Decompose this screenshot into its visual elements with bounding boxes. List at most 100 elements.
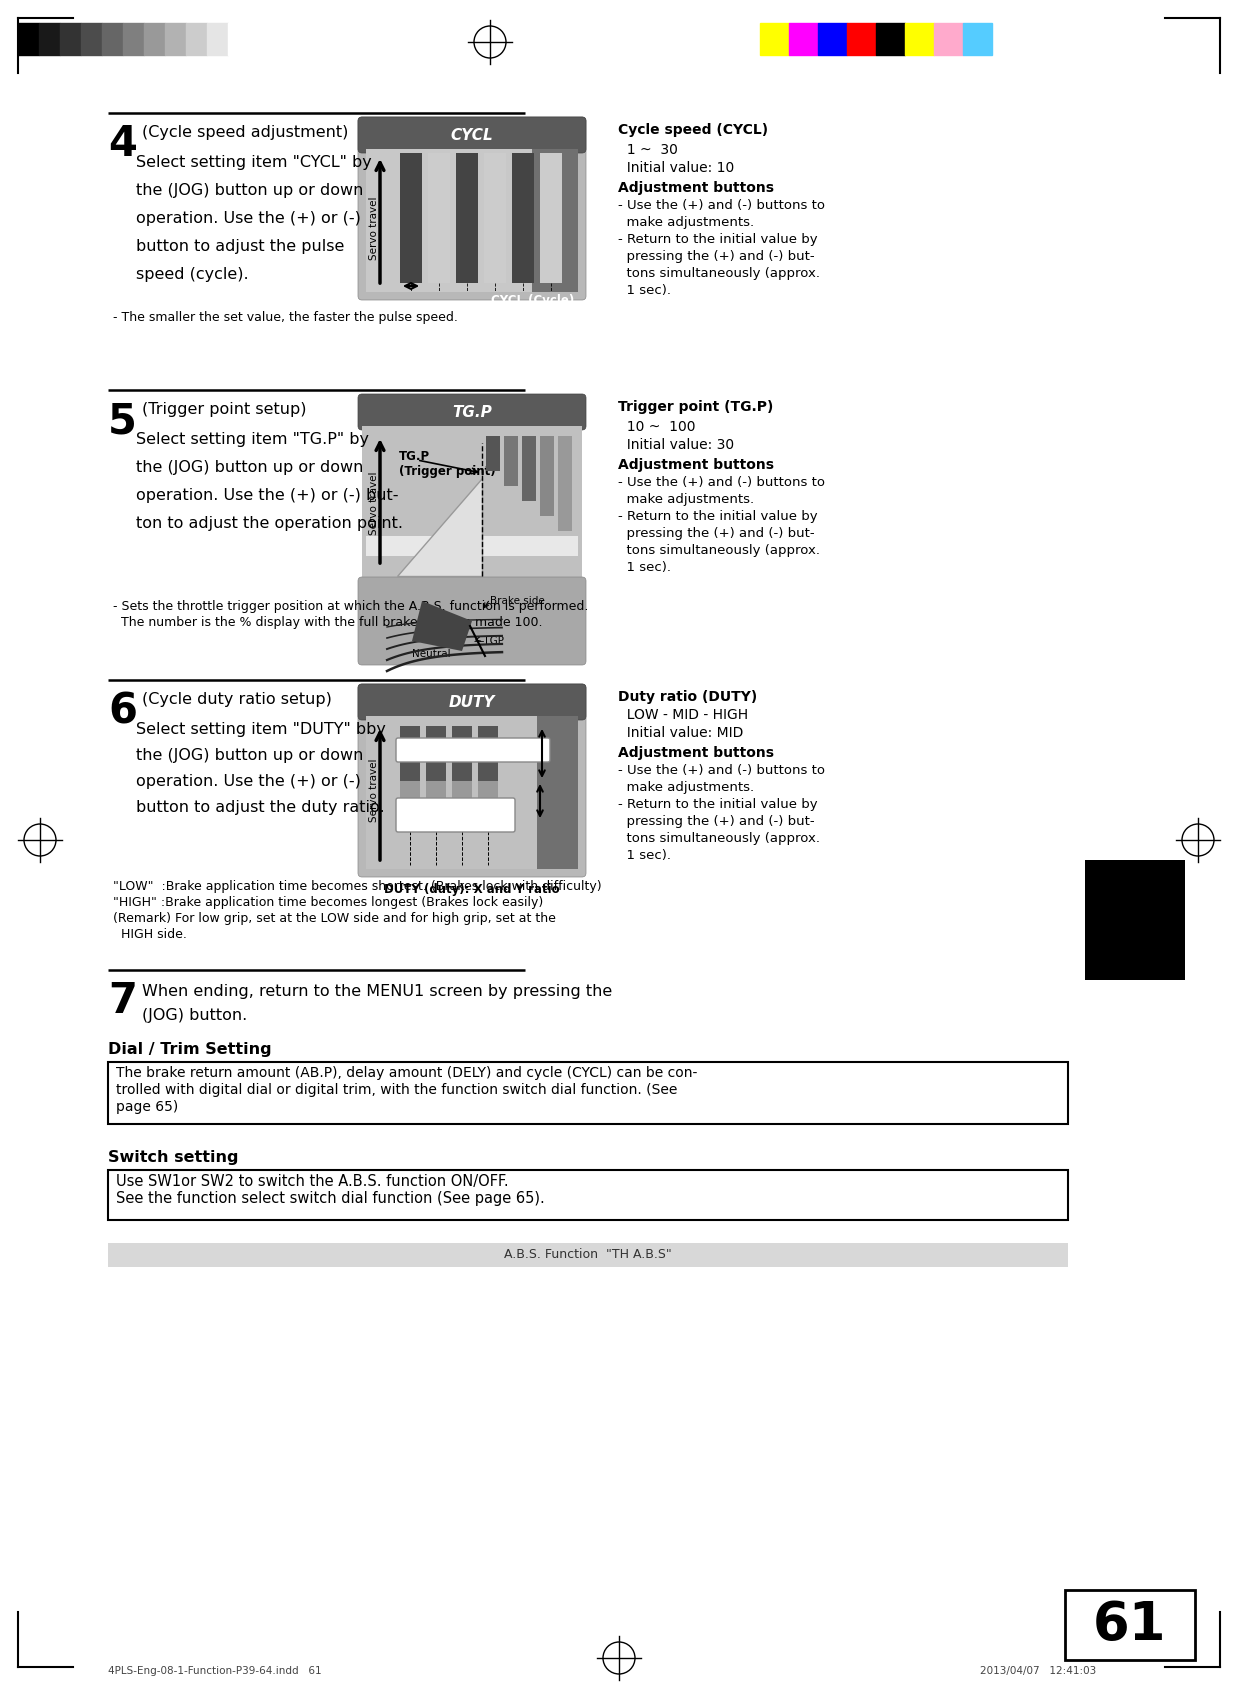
Bar (40, 24, 59, 56)
Text: - Sets the throttle trigger position at which the A.B.S. function is performed.: - Sets the throttle trigger position at … (113, 600, 588, 613)
Bar (428, 153, 449, 283)
Bar (513, 153, 534, 283)
Text: 1 ~  30: 1 ~ 30 (618, 143, 678, 157)
Bar (426, 726, 446, 782)
Text: ton to adjust the operation point.: ton to adjust the operation point. (136, 516, 404, 531)
Text: operation. Use the (+) or (-): operation. Use the (+) or (-) (136, 211, 360, 226)
Text: CYCL (Cycle): CYCL (Cycle) (490, 293, 574, 307)
FancyBboxPatch shape (358, 684, 586, 719)
Text: 2013/04/07   12:41:03: 2013/04/07 12:41:03 (980, 1666, 1097, 1677)
Text: speed (cycle).: speed (cycle). (136, 266, 249, 281)
Text: 4: 4 (108, 123, 137, 165)
Polygon shape (397, 479, 482, 576)
FancyBboxPatch shape (358, 116, 586, 153)
Text: button to adjust the pulse: button to adjust the pulse (136, 239, 344, 254)
Text: 6: 6 (108, 689, 137, 731)
Bar (522, 436, 536, 500)
Text: Dial / Trim Setting: Dial / Trim Setting (108, 1041, 271, 1056)
Bar (504, 436, 517, 485)
Bar (123, 24, 144, 56)
Bar (760, 24, 789, 56)
Bar (108, 1062, 1068, 1124)
Text: CYCL: CYCL (451, 128, 494, 143)
Text: 1 sec).: 1 sec). (618, 849, 671, 863)
Text: Use SW1or SW2 to switch the A.B.S. function ON/OFF.: Use SW1or SW2 to switch the A.B.S. funct… (116, 1174, 509, 1190)
Text: make adjustments.: make adjustments. (618, 494, 754, 506)
Text: - Use the (+) and (-) buttons to: - Use the (+) and (-) buttons to (618, 763, 825, 777)
Text: the (JOG) button up or down: the (JOG) button up or down (136, 748, 364, 763)
Text: tons simultaneously (approx.: tons simultaneously (approx. (618, 544, 820, 558)
Bar (818, 24, 847, 56)
Text: Select setting item "DUTY" bby: Select setting item "DUTY" bby (136, 721, 386, 736)
FancyBboxPatch shape (358, 394, 586, 430)
Text: Select setting item "CYCL" by: Select setting item "CYCL" by (136, 155, 371, 170)
Text: Select setting item "TG.P" by: Select setting item "TG.P" by (136, 431, 369, 447)
Bar (400, 153, 422, 283)
Text: "LOW"  :Brake application time becomes shortest. (Brakes lock with difficulty): "LOW" :Brake application time becomes sh… (113, 880, 602, 893)
Text: - The smaller the set value, the faster the pulse speed.: - The smaller the set value, the faster … (113, 312, 458, 324)
Text: (Remark) For low grip, set at the LOW side and for high grip, set at the: (Remark) For low grip, set at the LOW si… (113, 912, 556, 925)
Text: "HIGH" :Brake application time becomes longest (Brakes lock easily): "HIGH" :Brake application time becomes l… (113, 896, 543, 908)
Text: 61: 61 (1093, 1599, 1166, 1651)
Text: - Use the (+) and (-) buttons to: - Use the (+) and (-) buttons to (618, 199, 825, 212)
Text: 4PLS-Eng-08-1-Function-P39-64.indd   61: 4PLS-Eng-08-1-Function-P39-64.indd 61 (108, 1666, 322, 1677)
Text: Switch setting: Switch setting (108, 1149, 239, 1164)
Text: Adjustment buttons: Adjustment buttons (618, 458, 774, 472)
Text: pressing the (+) and (-) but-: pressing the (+) and (-) but- (618, 816, 815, 827)
Bar (540, 436, 553, 516)
Text: tons simultaneously (approx.: tons simultaneously (approx. (618, 266, 820, 280)
Bar (877, 24, 905, 56)
Text: Neutral: Neutral (412, 649, 451, 659)
Text: TG.P: TG.P (399, 450, 430, 463)
Text: 1 sec).: 1 sec). (618, 561, 671, 575)
Bar (1084, 859, 1185, 981)
Text: Initial value: MID: Initial value: MID (618, 726, 743, 740)
Text: The brake return amount (AB.P), delay amount (DELY) and cycle (CYCL) can be con-: The brake return amount (AB.P), delay am… (116, 1067, 697, 1080)
Text: HIGH side.: HIGH side. (113, 928, 187, 940)
Bar (59, 24, 80, 56)
Bar (1065, 1591, 1195, 1660)
Bar (963, 24, 992, 56)
Text: make adjustments.: make adjustments. (618, 782, 754, 794)
Text: operation. Use the (+) or (-) but-: operation. Use the (+) or (-) but- (136, 489, 399, 504)
Text: A.B.S. Function  "TH A.B.S": A.B.S. Function "TH A.B.S" (504, 1249, 672, 1260)
Text: tons simultaneously (approx.: tons simultaneously (approx. (618, 832, 820, 844)
Bar (905, 24, 933, 56)
Bar (847, 24, 877, 56)
Bar (400, 782, 420, 821)
Bar (532, 148, 578, 292)
Text: DUTY (duty): X and Y ratio: DUTY (duty): X and Y ratio (384, 883, 560, 896)
Text: Adjustment buttons: Adjustment buttons (618, 746, 774, 760)
Bar (452, 782, 472, 821)
Bar (426, 782, 446, 821)
Bar (478, 726, 498, 782)
Bar (537, 716, 578, 869)
Bar (400, 726, 420, 782)
Text: page 65): page 65) (116, 1100, 178, 1114)
Text: Cycle speed (CYCL): Cycle speed (CYCL) (618, 123, 768, 136)
Text: (Cycle speed adjustment): (Cycle speed adjustment) (142, 125, 348, 140)
Bar (366, 148, 578, 292)
Text: (Trigger point setup): (Trigger point setup) (142, 403, 307, 416)
Text: (Trigger point): (Trigger point) (399, 465, 495, 479)
Text: make adjustments.: make adjustments. (618, 216, 754, 229)
Text: Adjustment buttons: Adjustment buttons (618, 180, 774, 195)
Polygon shape (412, 602, 472, 650)
Bar (361, 426, 582, 581)
Text: Function: Function (1128, 1003, 1143, 1077)
Bar (487, 436, 500, 472)
Text: the (JOG) button up or down: the (JOG) button up or down (136, 184, 364, 199)
Bar (484, 153, 506, 283)
Bar (108, 1169, 1068, 1220)
Bar (478, 782, 498, 821)
Text: button to adjust the duty ratio.: button to adjust the duty ratio. (136, 800, 385, 816)
Text: Initial value: 10: Initial value: 10 (618, 162, 734, 175)
Bar (19, 24, 40, 56)
Text: pressing the (+) and (-) but-: pressing the (+) and (-) but- (618, 527, 815, 539)
Bar (789, 24, 818, 56)
Text: - Return to the initial value by: - Return to the initial value by (618, 233, 817, 246)
Text: pressing the (+) and (-) but-: pressing the (+) and (-) but- (618, 249, 815, 263)
Text: Servo travel: Servo travel (369, 195, 379, 259)
Bar (80, 24, 102, 56)
Text: Trigger point (TG.P): Trigger point (TG.P) (618, 399, 774, 415)
